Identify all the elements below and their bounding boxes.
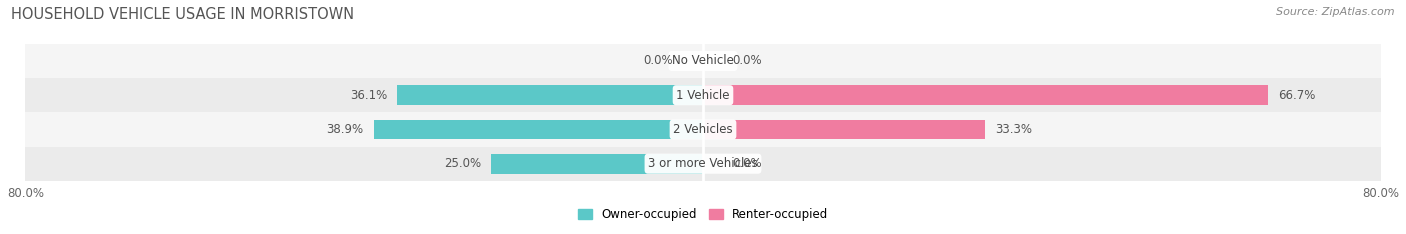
Bar: [25, 146, 1381, 181]
Text: 2 Vehicles: 2 Vehicles: [673, 123, 733, 136]
Text: 66.7%: 66.7%: [1278, 89, 1316, 102]
Text: Source: ZipAtlas.com: Source: ZipAtlas.com: [1277, 7, 1395, 17]
Bar: [25, 112, 1381, 146]
Text: 1 Vehicle: 1 Vehicle: [676, 89, 730, 102]
Text: 36.1%: 36.1%: [350, 89, 387, 102]
Legend: Owner-occupied, Renter-occupied: Owner-occupied, Renter-occupied: [572, 203, 834, 226]
Text: 0.0%: 0.0%: [733, 157, 762, 170]
Text: 33.3%: 33.3%: [995, 123, 1032, 136]
Bar: [398, 85, 703, 105]
Text: 38.9%: 38.9%: [326, 123, 363, 136]
Bar: [25, 44, 1381, 78]
Text: 25.0%: 25.0%: [444, 157, 481, 170]
Bar: [25, 78, 1381, 112]
Text: 0.0%: 0.0%: [644, 55, 673, 67]
Text: No Vehicle: No Vehicle: [672, 55, 734, 67]
Bar: [374, 120, 703, 139]
Bar: [703, 85, 1268, 105]
Bar: [491, 154, 703, 174]
Text: 0.0%: 0.0%: [733, 55, 762, 67]
Text: 3 or more Vehicles: 3 or more Vehicles: [648, 157, 758, 170]
Bar: [703, 120, 986, 139]
Text: HOUSEHOLD VEHICLE USAGE IN MORRISTOWN: HOUSEHOLD VEHICLE USAGE IN MORRISTOWN: [11, 7, 354, 22]
